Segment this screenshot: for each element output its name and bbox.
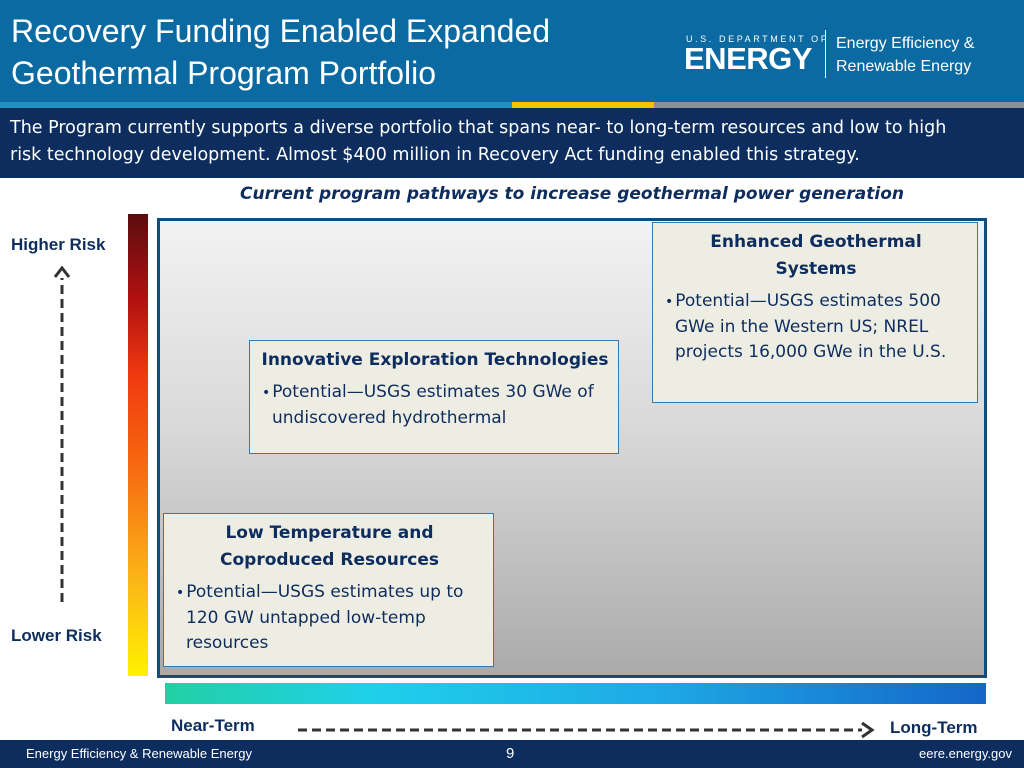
term-gradient-bar [165, 683, 986, 704]
ltc-bullet: • Potential—USGS estimates up to 120 GW u… [174, 580, 485, 656]
egs-title-line-1: Enhanced Geothermal [710, 232, 922, 252]
ltc-bullet-text: Potential—USGS estimates up to 120 GW un… [186, 582, 464, 653]
footer-url: eere.energy.gov [919, 746, 1012, 761]
egs-title: Enhanced Geothermal Systems [663, 229, 969, 283]
bullet-icon: • [665, 294, 674, 310]
risk-gradient-bar [128, 214, 148, 676]
diagram-subtitle: Current program pathways to increase geo… [240, 184, 904, 204]
intro-line-2: risk technology development. Almost $400… [10, 145, 860, 165]
iet-box: Innovative Exploration Technologies • Pot… [249, 340, 619, 454]
higher-risk-label: Higher Risk [11, 235, 106, 254]
doe-logo-wordmark: ENERGY [684, 41, 812, 76]
ltc-title-line-2: Coproduced Resources [220, 550, 439, 570]
intro-banner: The Program currently supports a diverse… [0, 108, 1024, 178]
header-stripe-yellow [512, 102, 654, 108]
bullet-icon: • [176, 585, 185, 601]
header-stripe-blue [0, 102, 512, 108]
ltc-title-line-1: Low Temperature and [225, 523, 434, 543]
eere-logo-text: Energy Efficiency & Renewable Energy [836, 32, 974, 78]
logo-divider [825, 30, 826, 78]
slide-title-line-2: Geothermal Program Portfolio [11, 55, 437, 91]
eere-logo-line-2: Renewable Energy [836, 58, 972, 75]
bullet-icon: • [262, 385, 271, 401]
slide-title-line-1: Recovery Funding Enabled Expanded [11, 13, 551, 49]
ltc-title: Low Temperature and Coproduced Resources [174, 520, 485, 574]
intro-text: The Program currently supports a diverse… [10, 115, 1014, 169]
iet-title: Innovative Exploration Technologies [261, 350, 609, 370]
footer-org: Energy Efficiency & Renewable Energy [26, 746, 252, 761]
intro-line-1: The Program currently supports a diverse… [10, 118, 947, 138]
iet-bullet-text: Potential—USGS estimates 30 GWe of undis… [272, 382, 594, 428]
iet-bullet: • Potential—USGS estimates 30 GWe of undi… [260, 380, 610, 431]
risk-arrow-icon [53, 265, 71, 602]
slide-header: Recovery Funding Enabled Expanded Geothe… [0, 0, 1024, 102]
egs-box: Enhanced Geothermal Systems • Potential—U… [652, 222, 978, 403]
near-term-label: Near-Term [171, 716, 255, 735]
term-arrow-icon [298, 721, 875, 739]
ltc-box: Low Temperature and Coproduced Resources… [163, 513, 494, 667]
egs-bullet-text: Potential—USGS estimates 500 GWe in the … [675, 291, 947, 362]
page-number: 9 [506, 745, 515, 762]
eere-logo-line-1: Energy Efficiency & [836, 35, 975, 52]
egs-bullet: • Potential—USGS estimates 500 GWe in the… [663, 289, 969, 365]
long-term-label: Long-Term [890, 718, 978, 737]
slide-title: Recovery Funding Enabled Expanded Geothe… [11, 10, 651, 94]
egs-title-line-2: Systems [775, 259, 857, 279]
header-stripe-gray [654, 102, 1024, 108]
slide-footer: Energy Efficiency & Renewable Energy 9 e… [0, 740, 1024, 768]
lower-risk-label: Lower Risk [11, 626, 102, 645]
doe-logo-department: U.S. DEPARTMENT OF [686, 34, 829, 44]
